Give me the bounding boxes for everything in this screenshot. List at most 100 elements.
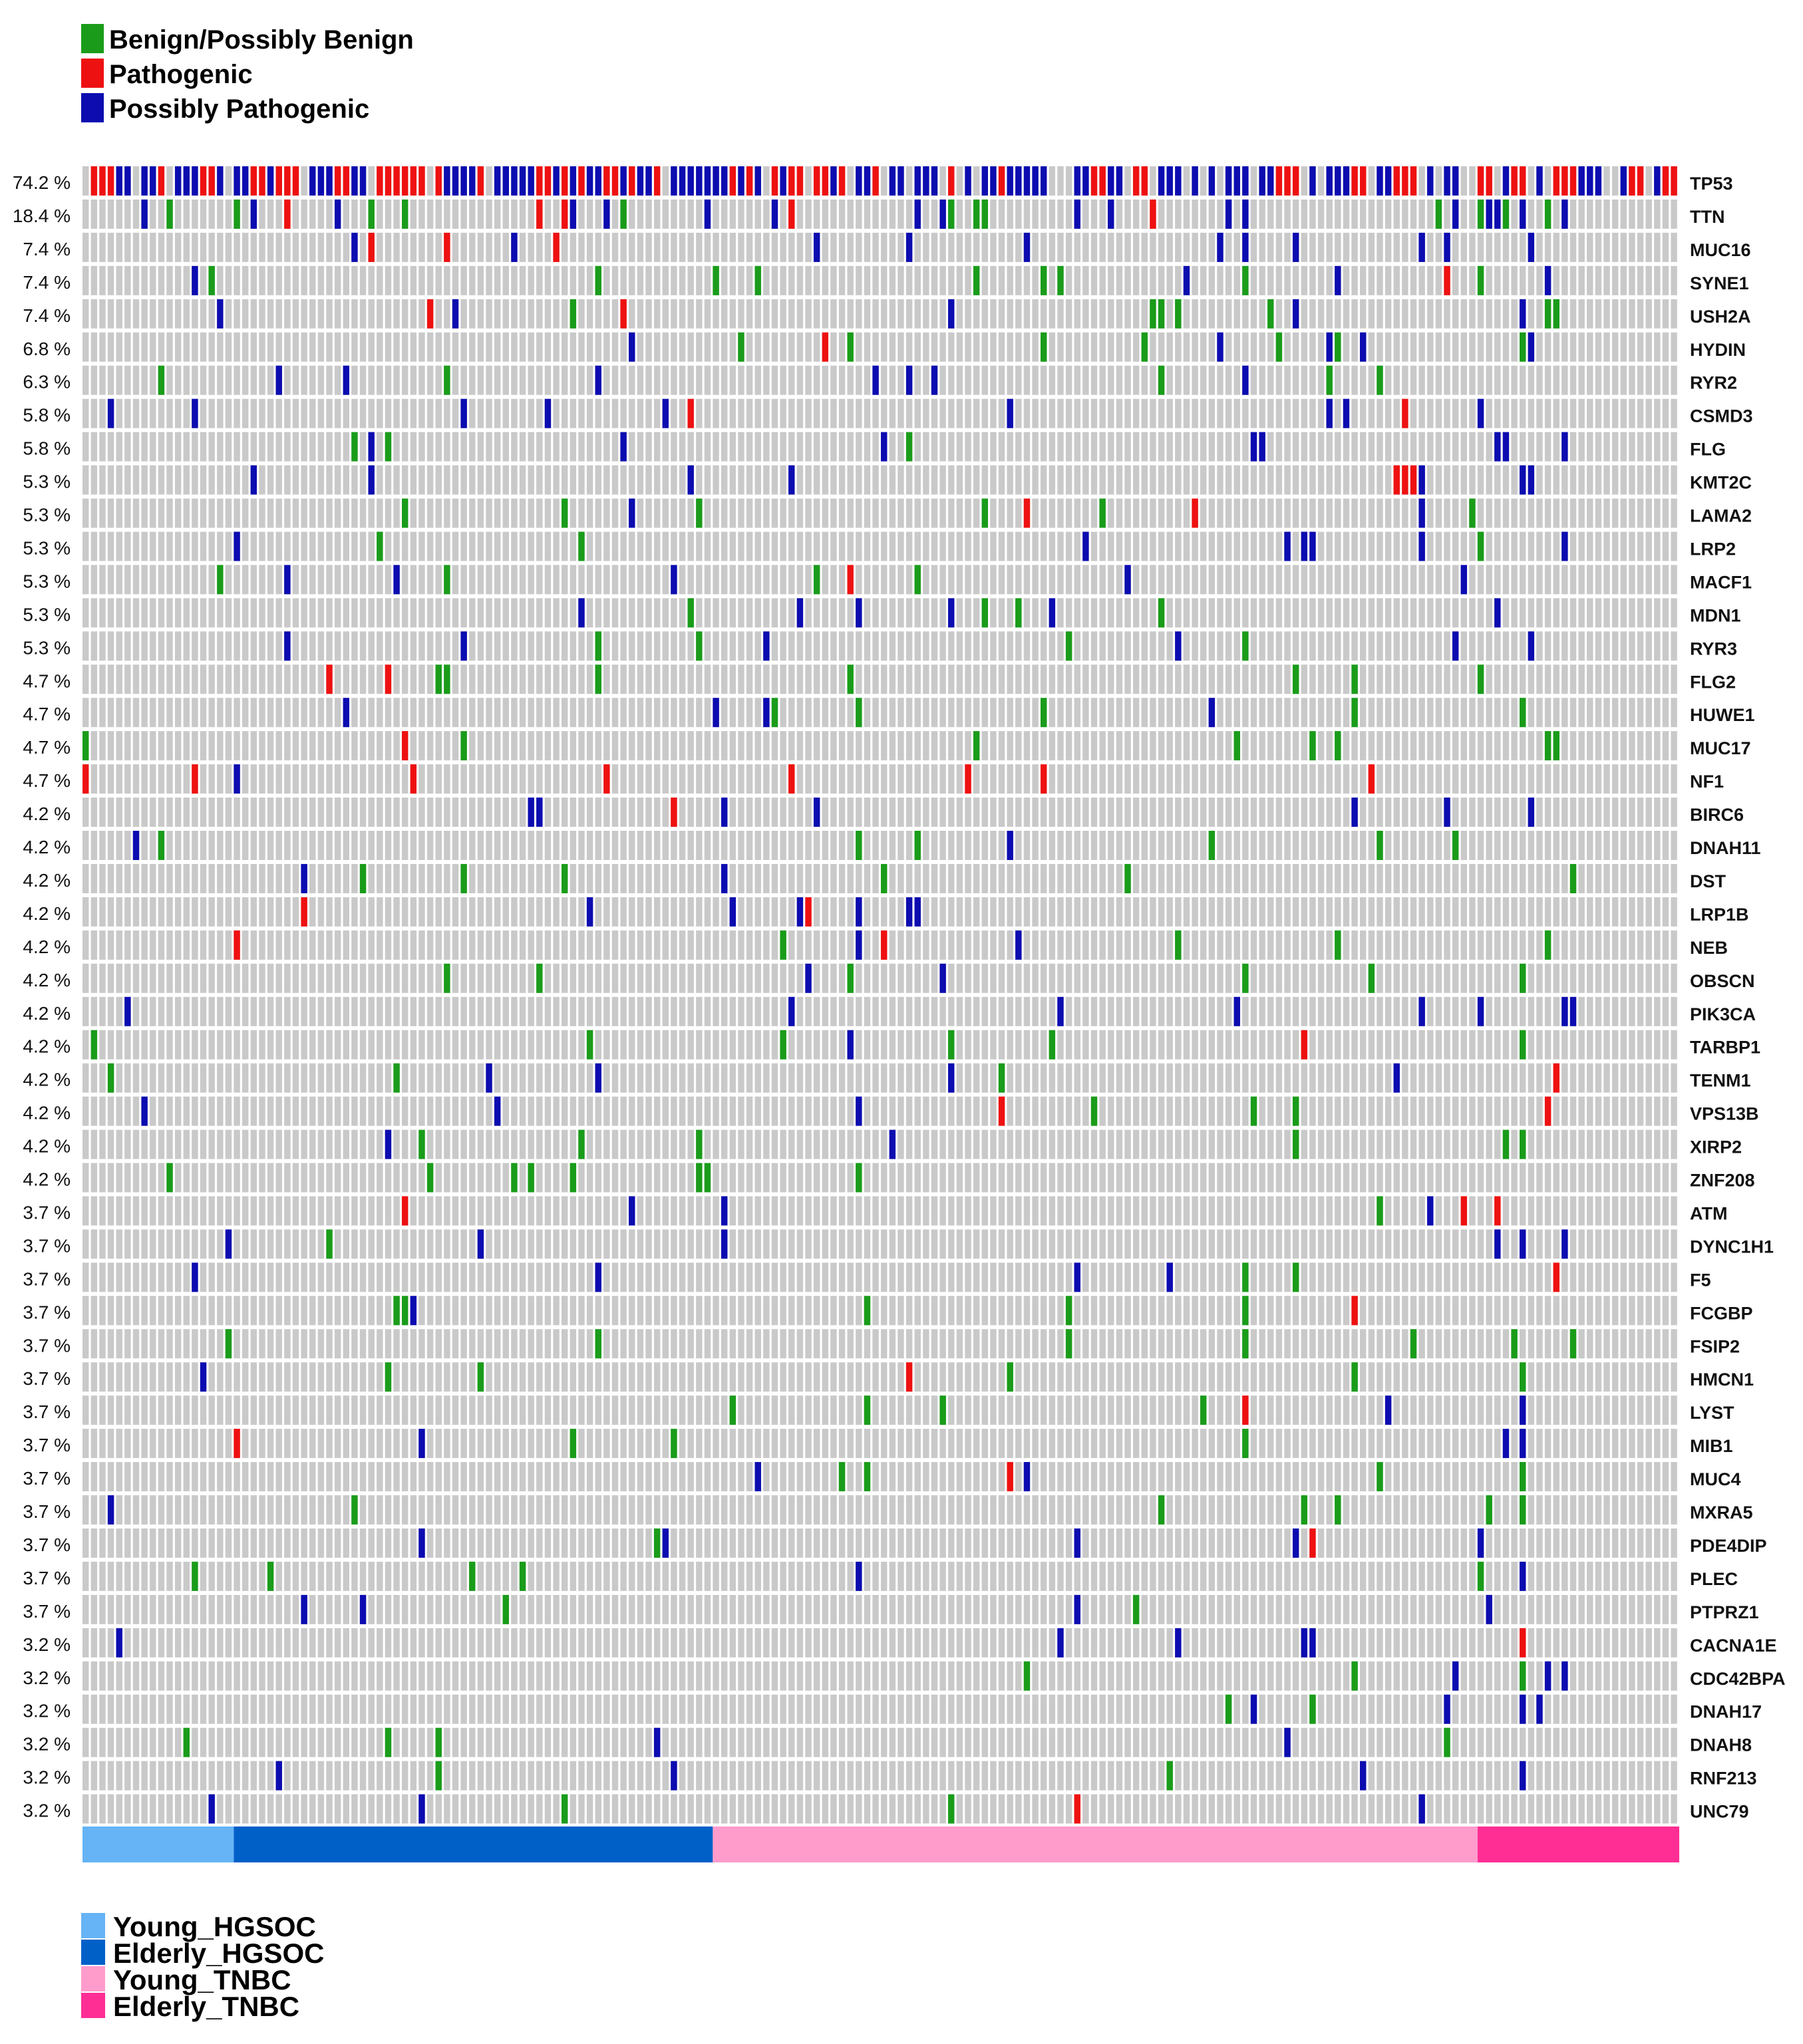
mutation-mark-lrp2-166 [1477,531,1484,561]
mutation-mark-ttn-136 [1225,199,1232,229]
mutation-mark-plec-166 [1477,1561,1484,1591]
mutation-mark-dync1h1-168 [1494,1229,1501,1259]
gene-row-atm [82,1196,1677,1226]
mutation-mark-tp53-152 [1360,166,1367,196]
gene-frequency-label: 3.7 % [23,1202,71,1223]
mutation-mark-tp53-149 [1335,166,1341,196]
gene-row-tenm1 [82,1063,1677,1093]
gene-frequency-label: 3.7 % [23,1302,71,1322]
mutation-mark-tenm1-61 [595,1063,601,1093]
mutation-mark-macf1-87 [813,565,820,595]
mutation-mark-tp53-57 [562,166,568,196]
mutation-mark-flg-176 [1561,432,1568,462]
mutation-mark-hmcn1-36 [385,1362,392,1392]
mutation-mark-lyst-93 [864,1395,871,1425]
mutation-mark-muc16-172 [1528,232,1535,262]
mutation-mark-lyst-171 [1520,1395,1526,1425]
gene-frequency-label: 4.7 % [23,770,71,791]
mutation-mark-unc79-103 [948,1794,955,1824]
mutation-mark-muc16-135 [1217,232,1224,262]
mutation-mark-birc6-151 [1351,798,1358,827]
oncoprint-background-grid [82,166,1677,1824]
mutation-mark-csmd3-69 [662,398,669,428]
mutation-mark-ttn-167 [1486,199,1492,229]
gene-frequency-label: 3.2 % [23,1701,71,1721]
mutation-mark-tp53-89 [830,166,837,196]
mutation-mark-lyst-155 [1385,1395,1392,1425]
mutation-mark-ryr3-24 [284,631,291,661]
mutation-mark-ryr2-101 [931,365,938,395]
mutation-mark-ptprz1-125 [1132,1594,1140,1624]
mutation-mark-dnah8-12 [183,1727,190,1757]
mutation-mark-flg-95 [881,432,888,462]
mutation-mark-flg-169 [1502,432,1510,462]
cohort-legend-label: Elderly_HGSOC [113,1938,324,1969]
mutation-mark-csmd3-55 [544,398,552,428]
mutation-mark-rnf213-129 [1166,1761,1173,1791]
mutation-mark-cdc42bpa-176 [1561,1661,1568,1691]
mutation-mark-tenm1-109 [998,1063,1005,1093]
gene-frequency-label: 3.2 % [23,1767,71,1788]
mutation-mark-tp53-162 [1444,166,1450,196]
mutation-mark-tp53-87 [813,166,820,196]
mutation-mark-plec-52 [519,1561,526,1591]
gene-frequency-label: 18.4 % [13,206,71,226]
mutation-mark-muc16-51 [511,232,518,262]
mutation-mark-ryr3-138 [1242,631,1249,661]
gene-row-znf208 [82,1163,1677,1193]
mutation-mark-tp53-20 [250,166,257,196]
gene-frequency-label: 6.8 % [23,339,71,359]
mutation-mark-mdn1-103 [948,598,955,628]
mutation-mark-kmt2c-84 [788,465,795,495]
mutation-mark-obscn-54 [536,963,543,993]
gene-frequency-label: 5.3 % [23,472,71,492]
mutation-mark-fsip2-17 [225,1329,232,1359]
mutation-mark-flg2-166 [1477,664,1484,694]
mutation-mark-ryr3-81 [763,631,770,661]
mutation-mark-pik3ca-159 [1418,996,1425,1026]
mutation-mark-vps13b-109 [998,1096,1005,1126]
mutation-mark-tp53-47 [477,166,484,196]
mutation-mark-znf208-51 [511,1163,518,1193]
mutation-mark-tp53-170 [1511,166,1518,196]
mutation-mark-ryr2-98 [905,365,913,395]
mutation-mark-rnf213-42 [435,1761,442,1791]
mutation-mark-kmt2c-159 [1418,465,1425,495]
mutation-mark-ryr2-94 [872,365,879,395]
mutation-mark-flg2-144 [1292,664,1299,694]
mutation-mark-kmt2c-158 [1410,465,1417,495]
mutation-mark-macf1-16 [217,565,224,595]
mutation-mark-nf1-153 [1368,764,1375,794]
mutation-mark-tp53-58 [570,166,577,196]
mutation-mark-lama2-132 [1192,498,1198,528]
mutation-mark-lrp2-176 [1561,531,1568,561]
gene-name-label: DNAH17 [1690,1702,1762,1722]
mutation-mark-unc79-159 [1418,1794,1425,1824]
mutation-mark-muc17-146 [1309,731,1316,761]
mutation-mark-tp53-84 [788,166,795,196]
mutation-mark-znf208-41 [426,1163,434,1193]
mutation-mark-ttn-30 [334,199,341,229]
mutation-mark-rnf213-171 [1520,1761,1526,1791]
mutation-mark-atm-160 [1427,1196,1434,1226]
mutation-mark-znf208-58 [570,1163,577,1193]
mutation-mark-dst-33 [359,863,367,893]
mutation-mark-tp53-55 [544,166,552,196]
cohort-segment-elderly-hgsoc [234,1826,713,1862]
gene-row-flg2 [82,664,1677,694]
mutation-mark-mdn1-59 [578,598,585,628]
mutation-mark-tp53-142 [1275,166,1283,196]
mutation-mark-ush2a-58 [570,299,577,329]
gene-row-obscn [82,963,1677,993]
mutation-mark-lama2-65 [629,498,635,528]
mutation-mark-ttn-99 [914,199,921,229]
gene-row-nf1 [82,764,1677,794]
mutation-mark-tarbp1-91 [847,1030,854,1060]
gene-name-label: HUWE1 [1690,705,1755,725]
mutation-mark-nf1-13 [192,764,198,794]
mutation-mark-lyst-133 [1200,1395,1207,1425]
mutation-mark-tp53-90 [838,166,846,196]
mutation-mark-cacna1e-130 [1175,1628,1182,1658]
mutation-mark-atm-164 [1460,1196,1468,1226]
mutation-mark-tp53-3 [107,166,114,196]
